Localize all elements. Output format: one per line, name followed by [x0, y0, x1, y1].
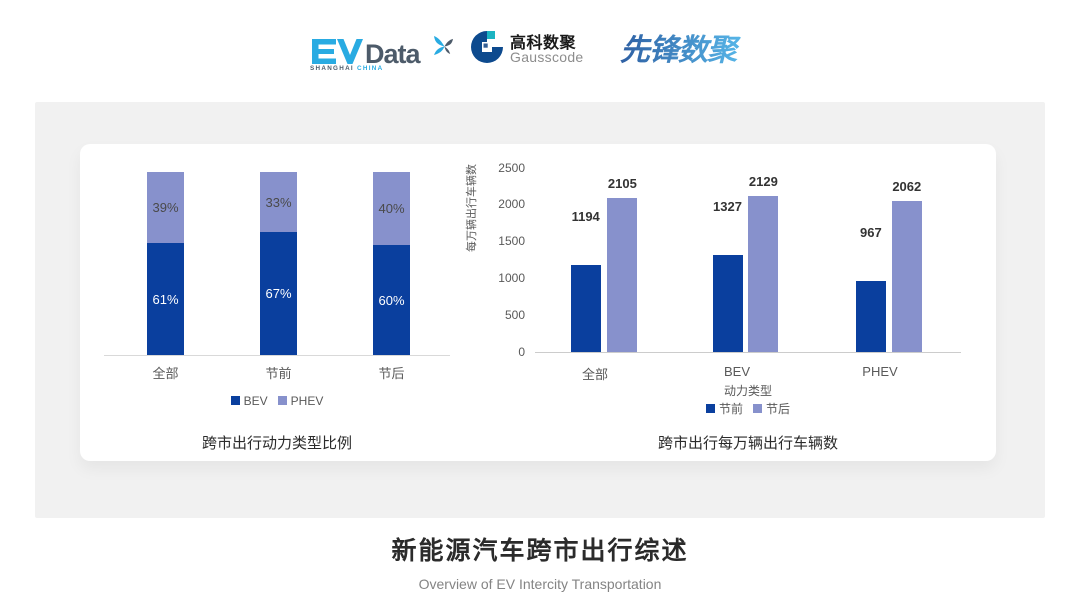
svg-text:Gausscode: Gausscode: [510, 49, 584, 65]
svg-text:SHANGHAI CHINA: SHANGHAI CHINA: [310, 65, 384, 72]
svg-text:先锋数聚: 先锋数聚: [620, 34, 741, 67]
